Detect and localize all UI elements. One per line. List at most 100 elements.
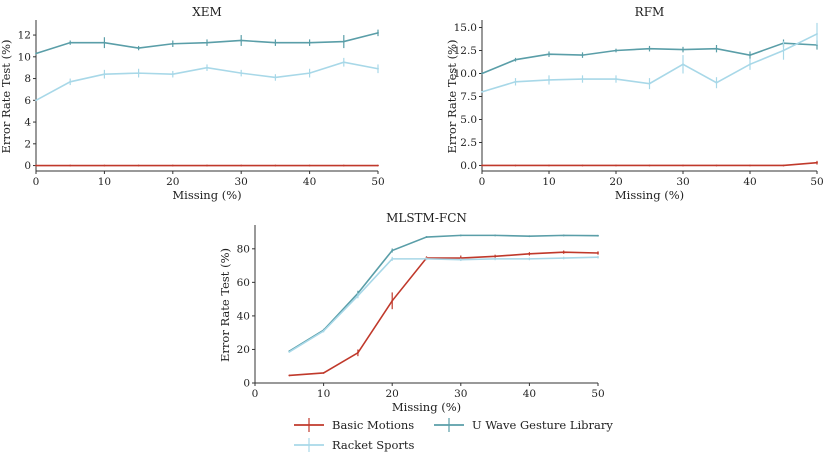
data-point [459,258,462,261]
data-point [322,330,325,332]
y-tick-label: 15.0 [454,22,477,34]
x-tick-label: 40 [303,176,316,188]
x-tick-label: 40 [743,176,756,188]
y-tick-label: 40 [237,310,250,322]
data-point [137,72,140,75]
chart-title: XEM [192,5,222,19]
y-axis-label: Error Rate Test (%) [445,40,459,154]
data-point [171,164,174,167]
data-point [514,164,517,167]
data-point [615,164,617,167]
legend: Basic Motions U Wave Gesture Library Rac… [294,418,613,452]
series-line-u-wave-gesture-library [288,234,599,352]
data-point [581,164,584,167]
x-tick-label: 20 [386,388,399,400]
y-tick-label: 6 [24,95,31,107]
data-point [288,374,291,377]
chart-mlstm-fcn: MLSTM-FCN 0 10 20 30 40 50 0 20 40 60 80 Missing (%)… [218,211,605,414]
y-axis-label: Error Rate Test (%) [0,40,13,154]
x-axis-label: Missing (%) [392,400,461,414]
y-tick-label: 7.5 [460,91,477,103]
data-point [782,49,785,52]
data-point [528,235,531,238]
x-tick-label: 30 [454,388,467,400]
y-tick-label: 12 [18,30,31,42]
data-point [749,63,751,66]
x-tick-label: 50 [591,388,604,400]
data-point [35,99,37,102]
data-point [459,234,462,237]
data-point [494,257,496,260]
data-point [816,33,818,35]
data-point [308,72,311,75]
data-point [274,164,277,167]
y-tick-label: 0 [243,378,250,390]
data-point [342,164,345,167]
data-point [206,41,208,44]
data-point [288,351,291,353]
data-point [425,236,428,238]
data-point [648,164,651,167]
data-point [782,164,785,167]
data-point [137,164,140,167]
data-point [425,257,428,260]
data-point [240,72,243,75]
data-point [548,79,550,81]
series-line-basic-motions [289,251,599,377]
data-point [597,252,599,254]
data-point [615,49,617,52]
data-point [103,41,106,44]
data-point [391,299,394,302]
data-point [308,164,311,167]
series-basic-motions [481,160,818,167]
data-point [749,54,751,57]
data-point [240,164,243,167]
series-racket-sports [288,255,599,353]
chart-title: RFM [635,5,665,19]
series-basic-motions [35,164,379,167]
data-point [377,67,379,70]
data-point [562,234,565,237]
data-point [171,73,174,76]
y-tick-label: 60 [237,277,250,289]
data-point [597,256,599,259]
y-tick-label: 0.0 [460,160,477,172]
data-point [481,72,483,75]
data-point [357,294,359,297]
data-point [715,81,718,84]
y-tick-label: 80 [237,243,250,255]
x-tick-label: 0 [33,176,40,188]
y-axis-label: Error Rate Test (%) [218,248,232,362]
data-point [715,47,718,50]
data-point [816,161,818,164]
data-point [481,164,483,167]
legend-label-u-wave: U Wave Gesture Library [472,418,613,432]
x-tick-label: 30 [235,176,248,188]
x-tick-label: 10 [98,176,111,188]
data-point [206,66,208,69]
y-tick-label: 10 [18,51,31,63]
data-point [749,164,751,167]
series-line-racket-sports [288,256,599,353]
data-point [581,78,584,80]
data-point [715,164,718,167]
data-point [528,257,531,260]
data-point [562,251,565,254]
data-point [137,47,140,50]
data-point [514,58,517,61]
data-point [103,164,106,167]
data-point [69,164,72,167]
data-point [682,48,684,51]
data-point [494,234,496,237]
data-point [682,164,684,167]
y-tick-label: 2 [24,138,31,150]
data-point [648,82,651,85]
legend-label-basic-motions: Basic Motions [332,418,414,432]
x-axis-label: Missing (%) [172,188,241,202]
legend-label-racket-sports: Racket Sports [332,438,415,452]
data-point [206,164,208,167]
data-point [597,234,599,237]
x-tick-label: 20 [166,176,179,188]
data-point [322,372,325,374]
series-racket-sports [35,57,379,102]
